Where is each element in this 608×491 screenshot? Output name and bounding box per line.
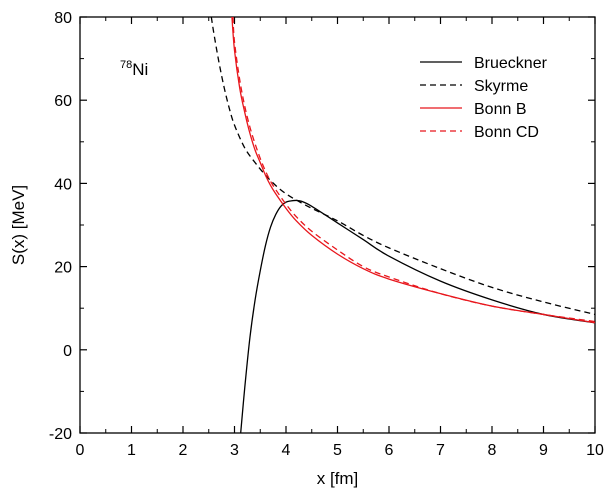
y-tick-label: -20 [49, 426, 72, 443]
x-tick-label: 5 [333, 442, 342, 459]
nucleus-mass-number: 78 [120, 59, 132, 71]
legend-label-bonn-cd: Bonn CD [474, 124, 539, 141]
x-axis-ticks: 0 1 2 3 4 5 6 7 8 9 10 [76, 17, 604, 459]
y-axis-label: S(x) [MeV] [9, 185, 28, 265]
legend-label-skyrme: Skyrme [474, 78, 528, 95]
y-axis-ticks: -20 0 20 40 60 80 [49, 10, 595, 443]
y-tick-label: 20 [54, 260, 72, 277]
x-tick-label: 3 [230, 442, 239, 459]
x-tick-label: 1 [127, 442, 136, 459]
x-tick-label: 6 [385, 442, 394, 459]
x-tick-label: 10 [586, 442, 604, 459]
x-tick-label: 9 [539, 442, 548, 459]
legend-label-brueckner: Brueckner [474, 55, 548, 72]
series-line-skyrme [210, 17, 595, 316]
x-tick-label: 2 [179, 442, 188, 459]
x-axis-label: x [fm] [317, 469, 359, 488]
series-line-bonn-cd [232, 17, 595, 323]
x-tick-label: 7 [436, 442, 445, 459]
nucleus-symbol: Ni [132, 60, 148, 79]
y-tick-label: 80 [54, 10, 72, 27]
series-line-brueckner [240, 199, 595, 433]
legend: Brueckner Skyrme Bonn B Bonn CD [420, 55, 548, 141]
y-tick-label: 0 [63, 343, 72, 360]
y-tick-label: 60 [54, 93, 72, 110]
y-tick-label: 40 [54, 176, 72, 193]
x-tick-label: 8 [488, 442, 497, 459]
nucleus-annotation: 78Ni [120, 59, 148, 79]
x-tick-label: 4 [282, 442, 291, 459]
x-tick-label: 0 [76, 442, 85, 459]
legend-label-bonn-b: Bonn B [474, 101, 526, 118]
series-lines [210, 17, 595, 433]
